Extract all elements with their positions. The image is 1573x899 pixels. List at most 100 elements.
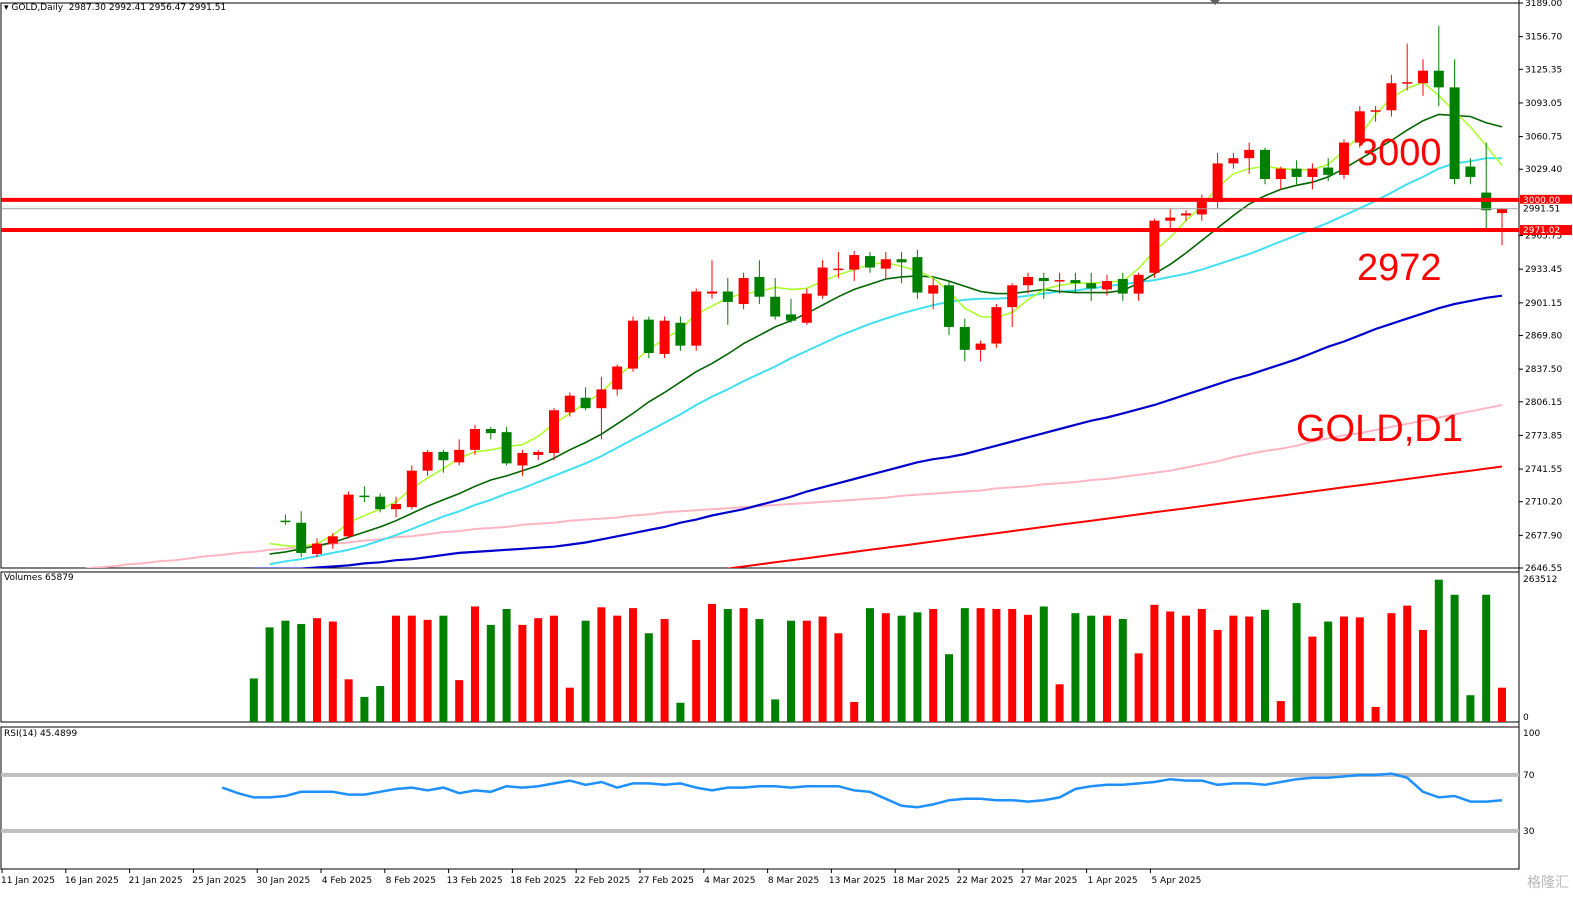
volume-bar	[850, 701, 859, 722]
candle-body	[1402, 82, 1413, 84]
volume-bar	[992, 608, 1001, 722]
volume-bar	[281, 620, 290, 722]
volume-bar	[1387, 613, 1396, 722]
date-tick-label: 27 Feb 2025	[638, 876, 694, 886]
ma-pink-line	[84, 404, 1503, 568]
volume-bar	[423, 619, 432, 722]
candle-body	[359, 495, 370, 498]
volume-bar	[1324, 621, 1333, 722]
volume-bar	[960, 608, 969, 722]
volume-bar	[629, 608, 637, 722]
price-tick-label: 2741.55	[1525, 465, 1562, 475]
date-tick-label: 4 Feb 2025	[322, 876, 372, 886]
date-tick-label: 30 Jan 2025	[256, 876, 310, 886]
volume-bar	[1229, 615, 1238, 722]
candle-body	[580, 397, 591, 409]
date-tick-label: 18 Mar 2025	[893, 876, 950, 886]
price-tick-label: 2869.80	[1525, 331, 1562, 341]
price-tick-label: 2837.50	[1525, 365, 1562, 375]
volume-bar	[1308, 636, 1317, 722]
candle-body	[1181, 213, 1191, 216]
candle-body	[1354, 111, 1365, 143]
volume-bar	[534, 618, 543, 722]
volume-bar	[739, 608, 748, 722]
candle-body	[865, 256, 875, 268]
level-3000-annotation: 3000	[1357, 132, 1442, 174]
candle-body	[501, 432, 512, 464]
price-tag-3000-bg	[1520, 194, 1572, 205]
candle-body	[896, 259, 907, 263]
volume-bar	[976, 608, 985, 722]
volume-bar	[613, 615, 622, 722]
volume-bar	[771, 699, 780, 722]
candle-body	[312, 543, 322, 554]
candle-body	[343, 494, 354, 537]
rsi-line	[221, 772, 1503, 809]
volume-bar	[360, 696, 369, 722]
volume-bar	[344, 679, 353, 722]
rsi-axis-label: 100	[1523, 729, 1540, 739]
price-tick-label: 2901.15	[1525, 299, 1562, 309]
watermark-logo: 格隆汇	[1527, 875, 1569, 891]
date-tick-label: 21 Jan 2025	[129, 876, 183, 886]
date-tick-label: 5 Apr 2025	[1151, 876, 1201, 886]
date-tick-label: 13 Mar 2025	[829, 876, 886, 886]
volume-bar	[1039, 606, 1048, 722]
price-tick-label: 2806.15	[1525, 398, 1562, 408]
volume-bar	[1213, 629, 1222, 722]
candle-body	[280, 520, 291, 523]
price-tick-label: 2965.75	[1525, 232, 1562, 242]
candle-body	[1418, 70, 1428, 84]
candle-body	[738, 277, 749, 305]
candle-body	[454, 449, 465, 463]
candle-body	[1275, 168, 1286, 180]
volume-bar	[1087, 615, 1096, 722]
rsi-axis-label: 30	[1523, 827, 1535, 837]
candle-body	[296, 522, 307, 553]
price-tick-label: 2933.45	[1525, 265, 1562, 275]
candle-body	[659, 320, 670, 355]
volume-bar	[1466, 695, 1475, 722]
price-tick-label: 2710.20	[1525, 498, 1562, 508]
candle-body	[1007, 285, 1018, 308]
volume-bar	[328, 621, 337, 722]
ma-red-line	[727, 465, 1503, 568]
price-tick-label: 3060.75	[1525, 133, 1562, 143]
candle-body	[770, 296, 781, 317]
price-tag-2971: 2971.02	[1523, 226, 1560, 236]
candle-body	[1323, 167, 1334, 175]
candle-body	[1497, 208, 1507, 214]
price-tag-2971-bg	[1520, 225, 1572, 236]
volume-bar	[297, 624, 306, 722]
volume-bar	[897, 615, 906, 722]
price-tick-label: 3125.35	[1525, 65, 1562, 75]
candle-body	[959, 326, 970, 350]
candle-body	[1102, 281, 1112, 290]
main-panel-header: ▾ GOLD,Daily 2987.30 2992.41 2956.47 299…	[4, 3, 227, 13]
date-tick-label: 22 Mar 2025	[956, 876, 1013, 886]
volume-bar	[550, 615, 558, 722]
volume-bar	[1245, 616, 1254, 722]
volumes-label: Volumes 65879	[4, 573, 74, 583]
candle-body	[1038, 277, 1049, 282]
rsi-panel-frame	[0, 726, 1520, 870]
candle-body	[406, 470, 417, 508]
volume-bar	[1276, 701, 1285, 722]
volume-bar	[913, 612, 922, 722]
candle-body	[612, 366, 623, 390]
date-tick-label: 13 Feb 2025	[447, 876, 503, 886]
volume-bar	[407, 615, 416, 722]
volume-axis-min: 0	[1523, 713, 1529, 723]
volume-bar	[1450, 594, 1459, 722]
volume-bar	[644, 633, 653, 722]
candle-body	[849, 255, 860, 270]
date-tick-label: 1 Apr 2025	[1088, 876, 1138, 886]
ohlc-label: 2987.30 2992.41 2956.47 2991.51	[68, 3, 227, 13]
volume-bar	[439, 615, 448, 722]
volume-bar	[1498, 687, 1506, 722]
volume-bar	[313, 618, 321, 722]
candle-body	[1433, 70, 1444, 88]
volume-bar	[486, 624, 495, 722]
candle-body	[327, 536, 338, 544]
